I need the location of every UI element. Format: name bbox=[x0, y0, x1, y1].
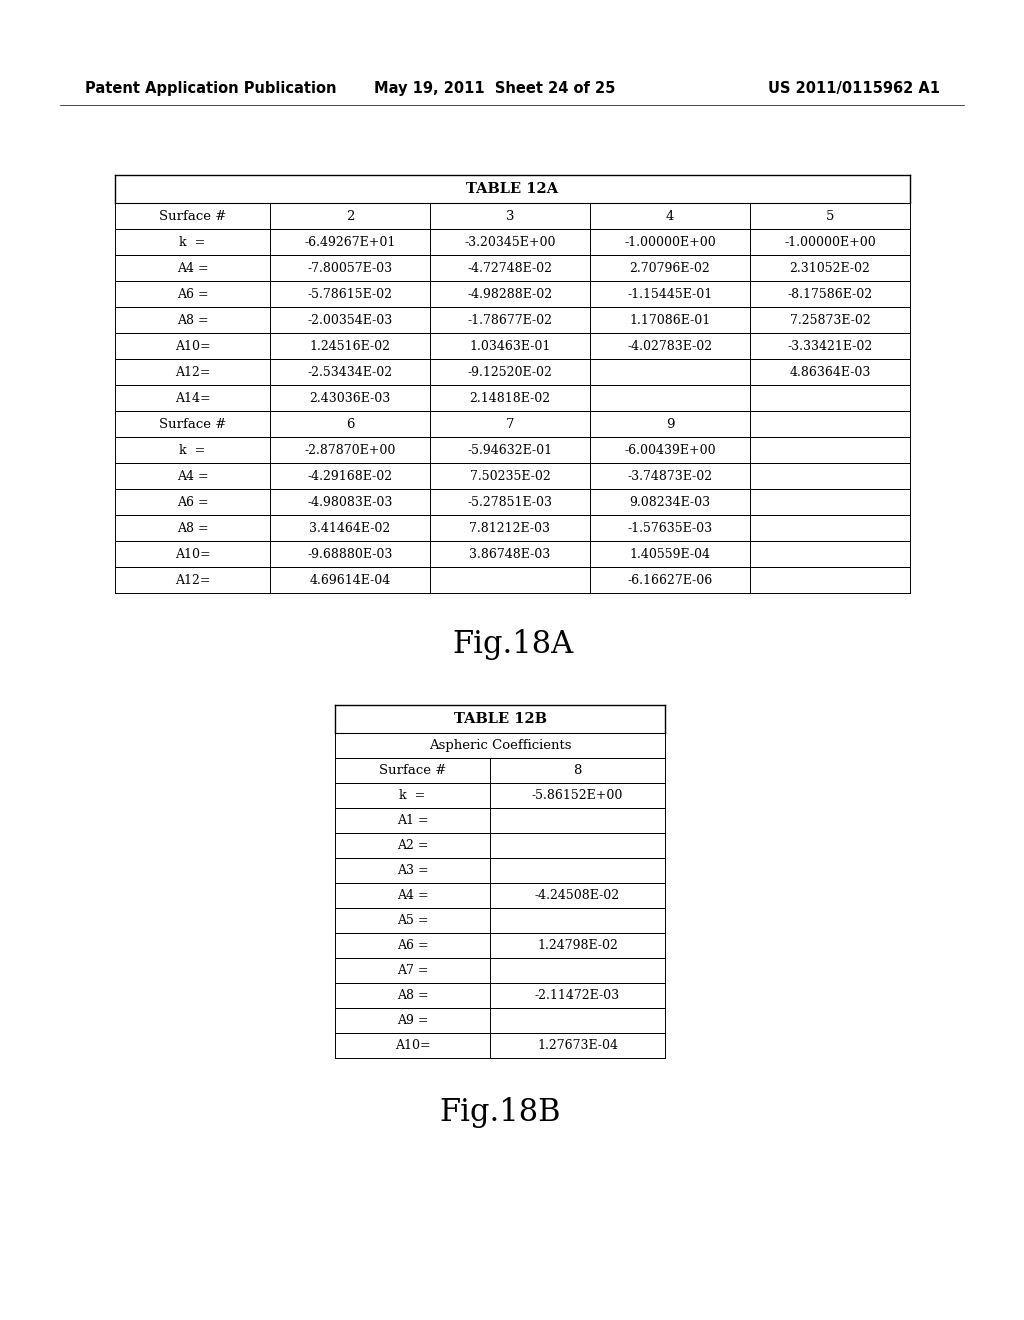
Text: -1.00000E+00: -1.00000E+00 bbox=[784, 235, 876, 248]
Text: A6 =: A6 = bbox=[177, 288, 208, 301]
Text: -8.17586E-02: -8.17586E-02 bbox=[787, 288, 872, 301]
Text: 3: 3 bbox=[506, 210, 514, 223]
Text: -3.74873E-02: -3.74873E-02 bbox=[628, 470, 713, 483]
Text: A4 =: A4 = bbox=[177, 470, 208, 483]
Text: 7.81212E-03: 7.81212E-03 bbox=[469, 521, 551, 535]
Text: A9 =: A9 = bbox=[396, 1014, 428, 1027]
Text: A14=: A14= bbox=[175, 392, 210, 404]
Text: 3.86748E-03: 3.86748E-03 bbox=[469, 548, 551, 561]
Text: A8 =: A8 = bbox=[177, 521, 208, 535]
Text: 9.08234E-03: 9.08234E-03 bbox=[630, 495, 711, 508]
Text: 9: 9 bbox=[666, 417, 674, 430]
Text: 2.31052E-02: 2.31052E-02 bbox=[790, 261, 870, 275]
Text: 6: 6 bbox=[346, 417, 354, 430]
Text: May 19, 2011  Sheet 24 of 25: May 19, 2011 Sheet 24 of 25 bbox=[375, 81, 615, 95]
Text: A2 =: A2 = bbox=[396, 840, 428, 851]
Text: Fig.18A: Fig.18A bbox=[452, 630, 573, 660]
Text: A12=: A12= bbox=[175, 573, 210, 586]
Text: TABLE 12B: TABLE 12B bbox=[454, 711, 547, 726]
Text: -9.68880E-03: -9.68880E-03 bbox=[307, 548, 392, 561]
Text: 1.24798E-02: 1.24798E-02 bbox=[537, 939, 617, 952]
Text: -1.00000E+00: -1.00000E+00 bbox=[624, 235, 716, 248]
Text: k  =: k = bbox=[179, 444, 206, 457]
Text: 2.70796E-02: 2.70796E-02 bbox=[630, 261, 711, 275]
Text: Patent Application Publication: Patent Application Publication bbox=[85, 81, 337, 95]
Text: A5 =: A5 = bbox=[396, 913, 428, 927]
Text: A6 =: A6 = bbox=[177, 495, 208, 508]
Text: k  =: k = bbox=[179, 235, 206, 248]
Text: -2.11472E-03: -2.11472E-03 bbox=[535, 989, 621, 1002]
Text: -2.53434E-02: -2.53434E-02 bbox=[307, 366, 392, 379]
Text: 2.43036E-03: 2.43036E-03 bbox=[309, 392, 390, 404]
Text: A4 =: A4 = bbox=[177, 261, 208, 275]
Text: -5.27851E-03: -5.27851E-03 bbox=[468, 495, 553, 508]
Text: US 2011/0115962 A1: US 2011/0115962 A1 bbox=[768, 81, 940, 95]
Text: A10=: A10= bbox=[175, 548, 210, 561]
Text: A10=: A10= bbox=[394, 1039, 430, 1052]
Text: 4: 4 bbox=[666, 210, 674, 223]
Text: Aspheric Coefficients: Aspheric Coefficients bbox=[429, 739, 571, 752]
Text: A7 =: A7 = bbox=[396, 964, 428, 977]
Text: -5.78615E-02: -5.78615E-02 bbox=[307, 288, 392, 301]
Text: -6.49267E+01: -6.49267E+01 bbox=[304, 235, 395, 248]
Text: A4 =: A4 = bbox=[396, 888, 428, 902]
Text: -4.02783E-02: -4.02783E-02 bbox=[628, 339, 713, 352]
Text: 8: 8 bbox=[573, 764, 582, 777]
Text: 1.03463E-01: 1.03463E-01 bbox=[469, 339, 551, 352]
Text: 7.50235E-02: 7.50235E-02 bbox=[470, 470, 550, 483]
Text: 5: 5 bbox=[825, 210, 835, 223]
Text: 7.25873E-02: 7.25873E-02 bbox=[790, 314, 870, 326]
Text: A10=: A10= bbox=[175, 339, 210, 352]
Text: 1.40559E-04: 1.40559E-04 bbox=[630, 548, 711, 561]
Text: -1.57635E-03: -1.57635E-03 bbox=[628, 521, 713, 535]
Text: TABLE 12A: TABLE 12A bbox=[467, 182, 558, 195]
Text: -6.00439E+00: -6.00439E+00 bbox=[625, 444, 716, 457]
Text: -1.78677E-02: -1.78677E-02 bbox=[468, 314, 553, 326]
Text: Fig.18B: Fig.18B bbox=[439, 1097, 561, 1129]
Text: A12=: A12= bbox=[175, 366, 210, 379]
Text: -1.15445E-01: -1.15445E-01 bbox=[628, 288, 713, 301]
Text: -3.33421E-02: -3.33421E-02 bbox=[787, 339, 872, 352]
Text: A3 =: A3 = bbox=[396, 865, 428, 876]
Text: 4.69614E-04: 4.69614E-04 bbox=[309, 573, 390, 586]
Text: 1.27673E-04: 1.27673E-04 bbox=[537, 1039, 618, 1052]
Text: 4.86364E-03: 4.86364E-03 bbox=[790, 366, 870, 379]
Text: Surface #: Surface # bbox=[159, 210, 226, 223]
Text: k  =: k = bbox=[399, 789, 426, 803]
Text: -7.80057E-03: -7.80057E-03 bbox=[307, 261, 392, 275]
Text: 1.24516E-02: 1.24516E-02 bbox=[309, 339, 390, 352]
Text: Surface #: Surface # bbox=[379, 764, 446, 777]
Text: -5.86152E+00: -5.86152E+00 bbox=[531, 789, 624, 803]
Text: -2.87870E+00: -2.87870E+00 bbox=[304, 444, 395, 457]
Text: 7: 7 bbox=[506, 417, 514, 430]
Text: A8 =: A8 = bbox=[177, 314, 208, 326]
Text: -4.98288E-02: -4.98288E-02 bbox=[467, 288, 553, 301]
Text: -6.16627E-06: -6.16627E-06 bbox=[628, 573, 713, 586]
Text: A8 =: A8 = bbox=[396, 989, 428, 1002]
Text: -4.98083E-03: -4.98083E-03 bbox=[307, 495, 392, 508]
Text: -4.29168E-02: -4.29168E-02 bbox=[307, 470, 392, 483]
Text: 3.41464E-02: 3.41464E-02 bbox=[309, 521, 390, 535]
Text: 2: 2 bbox=[346, 210, 354, 223]
Text: A6 =: A6 = bbox=[396, 939, 428, 952]
Text: Surface #: Surface # bbox=[159, 417, 226, 430]
Text: -9.12520E-02: -9.12520E-02 bbox=[468, 366, 552, 379]
Text: -3.20345E+00: -3.20345E+00 bbox=[464, 235, 556, 248]
Text: -2.00354E-03: -2.00354E-03 bbox=[307, 314, 392, 326]
Text: -4.72748E-02: -4.72748E-02 bbox=[468, 261, 553, 275]
Text: -4.24508E-02: -4.24508E-02 bbox=[535, 888, 621, 902]
Text: 1.17086E-01: 1.17086E-01 bbox=[630, 314, 711, 326]
Text: A1 =: A1 = bbox=[396, 814, 428, 828]
Text: -5.94632E-01: -5.94632E-01 bbox=[467, 444, 553, 457]
Text: 2.14818E-02: 2.14818E-02 bbox=[469, 392, 551, 404]
